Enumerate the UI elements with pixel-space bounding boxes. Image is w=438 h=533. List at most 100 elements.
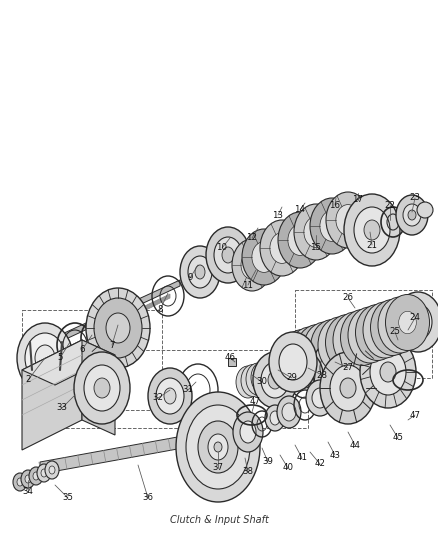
Ellipse shape	[246, 363, 270, 395]
Ellipse shape	[251, 361, 275, 393]
Text: 11: 11	[243, 280, 254, 289]
Ellipse shape	[354, 207, 390, 253]
Ellipse shape	[363, 302, 407, 358]
Ellipse shape	[86, 288, 150, 368]
Text: 14: 14	[294, 206, 305, 214]
Ellipse shape	[33, 472, 39, 480]
Polygon shape	[22, 340, 115, 385]
Ellipse shape	[394, 292, 438, 352]
Ellipse shape	[288, 327, 332, 383]
Ellipse shape	[339, 332, 356, 354]
Text: 7: 7	[109, 341, 115, 350]
Ellipse shape	[253, 352, 297, 408]
Ellipse shape	[17, 478, 23, 486]
Text: 24: 24	[410, 313, 420, 322]
Ellipse shape	[186, 405, 250, 489]
Ellipse shape	[320, 211, 344, 241]
Ellipse shape	[294, 346, 311, 369]
Ellipse shape	[318, 317, 362, 373]
Ellipse shape	[206, 227, 250, 283]
Text: 28: 28	[317, 370, 328, 379]
Text: 46: 46	[225, 353, 236, 362]
Ellipse shape	[17, 323, 73, 393]
Ellipse shape	[417, 202, 433, 218]
Ellipse shape	[310, 198, 354, 254]
Ellipse shape	[25, 333, 65, 383]
Ellipse shape	[41, 469, 47, 477]
Ellipse shape	[270, 411, 280, 425]
Ellipse shape	[263, 369, 273, 383]
Ellipse shape	[25, 475, 31, 483]
Text: 15: 15	[311, 244, 321, 253]
Text: 13: 13	[272, 211, 283, 220]
Text: 12: 12	[247, 233, 258, 243]
Text: 17: 17	[353, 196, 364, 205]
Ellipse shape	[258, 370, 268, 384]
Ellipse shape	[344, 194, 400, 266]
Text: 47: 47	[250, 398, 261, 407]
Ellipse shape	[340, 378, 356, 398]
Ellipse shape	[346, 329, 364, 351]
Text: 16: 16	[329, 200, 340, 209]
Text: 39: 39	[262, 457, 273, 466]
Ellipse shape	[241, 251, 263, 279]
Ellipse shape	[260, 220, 304, 276]
Ellipse shape	[37, 464, 51, 482]
Ellipse shape	[176, 392, 260, 502]
Text: 34: 34	[22, 488, 33, 497]
Text: 41: 41	[297, 454, 307, 463]
Ellipse shape	[384, 316, 401, 338]
Text: 6: 6	[79, 345, 85, 354]
Ellipse shape	[312, 388, 328, 408]
Ellipse shape	[320, 352, 344, 384]
Text: 27: 27	[343, 364, 353, 373]
Ellipse shape	[180, 246, 220, 298]
Ellipse shape	[324, 336, 341, 359]
Ellipse shape	[376, 319, 394, 341]
Text: 40: 40	[283, 464, 293, 472]
Ellipse shape	[391, 314, 409, 336]
Ellipse shape	[240, 421, 256, 443]
Ellipse shape	[279, 344, 307, 380]
Ellipse shape	[29, 467, 43, 485]
Ellipse shape	[348, 307, 392, 363]
Ellipse shape	[243, 375, 253, 389]
Text: 9: 9	[187, 273, 193, 282]
Ellipse shape	[311, 319, 354, 376]
Ellipse shape	[316, 339, 334, 361]
Ellipse shape	[195, 265, 205, 279]
Ellipse shape	[45, 461, 59, 479]
Ellipse shape	[94, 378, 110, 398]
Ellipse shape	[84, 365, 120, 411]
Ellipse shape	[326, 192, 370, 248]
Polygon shape	[22, 340, 82, 450]
Text: 45: 45	[392, 433, 403, 442]
Text: 30: 30	[257, 377, 268, 386]
Text: 31: 31	[183, 385, 194, 394]
Ellipse shape	[340, 310, 385, 366]
Text: 35: 35	[63, 494, 74, 503]
Ellipse shape	[312, 342, 352, 394]
Ellipse shape	[385, 295, 430, 351]
Ellipse shape	[370, 349, 406, 395]
Ellipse shape	[94, 298, 142, 358]
Ellipse shape	[371, 300, 414, 356]
Ellipse shape	[336, 205, 360, 236]
Text: 38: 38	[243, 467, 254, 477]
Ellipse shape	[333, 312, 377, 368]
Text: 23: 23	[410, 193, 420, 203]
Ellipse shape	[270, 232, 294, 263]
Ellipse shape	[356, 304, 399, 360]
Ellipse shape	[148, 368, 192, 424]
Ellipse shape	[208, 434, 228, 460]
Ellipse shape	[396, 195, 428, 235]
Ellipse shape	[360, 336, 416, 408]
Text: 26: 26	[343, 294, 353, 303]
Text: 22: 22	[385, 200, 396, 209]
Ellipse shape	[188, 256, 212, 288]
Ellipse shape	[156, 378, 184, 414]
Ellipse shape	[306, 380, 334, 416]
Text: 5: 5	[57, 353, 63, 362]
Ellipse shape	[164, 388, 176, 404]
Ellipse shape	[325, 314, 370, 370]
